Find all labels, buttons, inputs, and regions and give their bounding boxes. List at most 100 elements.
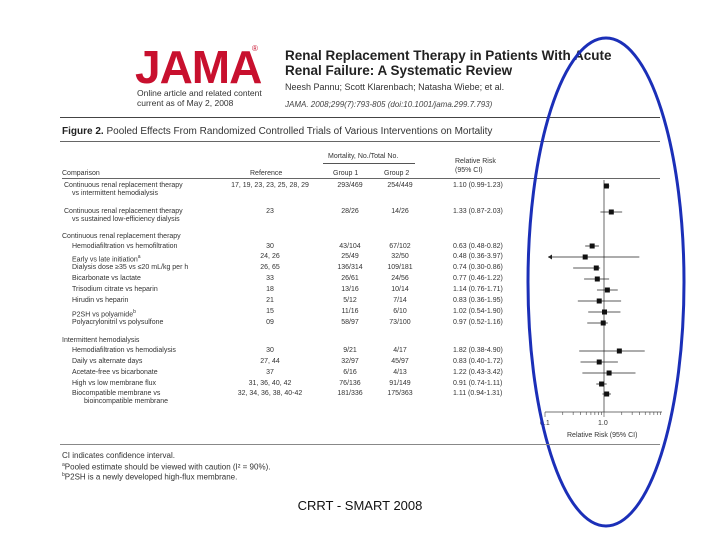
table-cell-rr: 0.74 (0.30-0.86) (453, 264, 503, 271)
slide-caption: CRRT - SMART 2008 (297, 498, 423, 513)
table-cell-group1: 181/336 (337, 390, 363, 397)
table-cell-group1: 11/16 (341, 308, 359, 315)
table-cell-ref: 23 (266, 208, 274, 215)
table-cell-rr: 0.97 (0.52-1.16) (453, 319, 503, 326)
table-cell-ref: 21 (266, 297, 274, 304)
point-estimate (603, 183, 609, 189)
table-cell-rr: 0.63 (0.48-0.82) (453, 243, 503, 250)
table-row: Acetate-free vs bicarbonate (72, 369, 158, 376)
point-estimate (604, 287, 610, 293)
table-cell-group2: 24/56 (391, 275, 409, 282)
forest-plot-layer (544, 180, 662, 417)
table-row: Hirudin vs heparin (72, 297, 129, 304)
point-estimate (596, 298, 602, 304)
table-header-rule (62, 178, 660, 179)
table-cell-rr: 0.77 (0.46-1.22) (453, 275, 503, 282)
mortality-header: Mortality, No./Total No. (328, 153, 399, 160)
axis-tick-label: 0.1 (540, 420, 550, 427)
point-estimate (604, 391, 610, 397)
table-cell-group2: 45/97 (391, 358, 409, 365)
point-estimate (589, 243, 595, 249)
article-citation: JAMA. 2008;299(7):793-805 (doi:10.1001/j… (285, 100, 493, 109)
table-cell-group2: 4/17 (393, 347, 407, 354)
table-cell-group1: 9/21 (343, 347, 357, 354)
point-estimate (602, 309, 608, 315)
table-cell-ref: 26, 65 (260, 264, 280, 271)
group-heading-ihd: Intermittent hemodialysis (62, 337, 140, 344)
table-cell-group2: 254/449 (387, 182, 413, 189)
table-cell-rr: 1.14 (0.76-1.71) (453, 286, 503, 293)
table-cell-group2: 109/181 (387, 264, 413, 271)
table-cell-ref: 18 (266, 286, 274, 293)
table-cell-ref: 17, 19, 23, 23, 25, 28, 29 (231, 182, 309, 189)
figure-title-text: Pooled Effects From Randomized Controlle… (106, 126, 493, 137)
table-row: Hemodiafiltration vs hemodialysis (72, 347, 176, 354)
axis-label: Relative Risk (95% CI) (567, 432, 637, 439)
table-cell-ref: 27, 44 (260, 358, 280, 365)
article-authors: Neesh Pannu; Scott Klarenbach; Natasha W… (285, 82, 505, 92)
point-estimate (596, 359, 602, 365)
table-row: Dialysis dose ≥35 vs ≤20 mL/kg per h (72, 264, 189, 271)
footnote-ci: CI indicates confidence interval. (62, 451, 175, 460)
table-row: High vs low membrane flux (72, 380, 157, 387)
table-cell-group1: 26/61 (341, 275, 359, 282)
table-cell-group1: 28/26 (341, 208, 359, 215)
online-note-line2: current as of May 2, 2008 (137, 98, 234, 108)
ci-arrow (548, 254, 552, 260)
table-cell-group2: 73/100 (389, 319, 411, 326)
col-group1: Group 1 (333, 170, 359, 177)
point-estimate (608, 209, 614, 215)
article-title: Renal Replacement Therapy in Patients Wi… (285, 48, 611, 78)
table-cell-ref: 32, 34, 36, 38, 40-42 (237, 390, 303, 397)
table-cell-rr: 1.02 (0.54-1.90) (453, 308, 503, 315)
table-row: Continuous renal replacement therapy vs i… (64, 182, 183, 197)
table-cell-rr: 0.83 (0.40-1.72) (453, 358, 503, 365)
table-row: P2SH vs polyamideb (72, 309, 136, 319)
table-cell-ref: 33 (266, 275, 274, 282)
point-estimate (600, 320, 606, 326)
table-cell-ref: 37 (266, 369, 274, 376)
table-cell-group2: 7/14 (393, 297, 407, 304)
col-rr-line2: (95% CI) (455, 167, 483, 174)
table-cell-group1: 293/469 (337, 182, 363, 189)
registered-mark: ® (252, 44, 258, 53)
figure-title: Figure 2. Pooled Effects From Randomized… (62, 126, 492, 137)
col-group2: Group 2 (384, 170, 410, 177)
table-row: Bicarbonate vs lactate (72, 275, 141, 282)
jama-logo: JAMA (135, 41, 262, 93)
table-cell-group1: 76/136 (339, 380, 361, 387)
table-cell-group2: 67/102 (389, 243, 411, 250)
table-cell-group1: 25/49 (341, 253, 359, 260)
table-cell-rr: 1.10 (0.99-1.23) (453, 182, 503, 189)
col-relative-risk: Relative Risk (95% CI) (455, 157, 496, 175)
point-estimate (606, 370, 612, 376)
figure-divider (60, 141, 660, 142)
article-title-line2: Renal Failure: A Systematic Review (285, 63, 513, 78)
col-rr-line1: Relative Risk (455, 158, 496, 165)
table-row: Biocompatible membrane vs bioincompatible… (72, 390, 169, 405)
mortality-header-rule (323, 163, 415, 164)
table-cell-group1: 13/16 (341, 286, 359, 293)
table-cell-group2: 6/10 (393, 308, 407, 315)
table-cell-group2: 32/50 (391, 253, 409, 260)
footnote-rule (60, 444, 660, 445)
table-cell-group1: 6/16 (343, 369, 357, 376)
point-estimate (599, 381, 605, 387)
online-note-line1: Online article and related content (137, 88, 262, 98)
table-cell-group1: 58/97 (341, 319, 359, 326)
table-cell-group2: 91/149 (389, 380, 411, 387)
table-cell-ref: 15 (266, 308, 274, 315)
table-cell-ref: 30 (266, 347, 274, 354)
highlight-ellipse (526, 36, 686, 528)
table-cell-group1: 5/12 (343, 297, 357, 304)
table-cell-ref: 09 (266, 319, 274, 326)
table-row: Trisodium citrate vs heparin (72, 286, 158, 293)
figure-label: Figure 2. (62, 126, 104, 137)
online-note: Online article and related content curre… (137, 88, 262, 108)
axis-tick-label: 1.0 (598, 420, 608, 427)
footnote-b: bP2SH is a newly developed high-flux mem… (62, 472, 238, 482)
table-cell-rr: 1.82 (0.38-4.90) (453, 347, 503, 354)
table-cell-ref: 24, 26 (260, 253, 280, 260)
table-row: Hemodiafiltration vs hemofiltration (72, 243, 178, 250)
